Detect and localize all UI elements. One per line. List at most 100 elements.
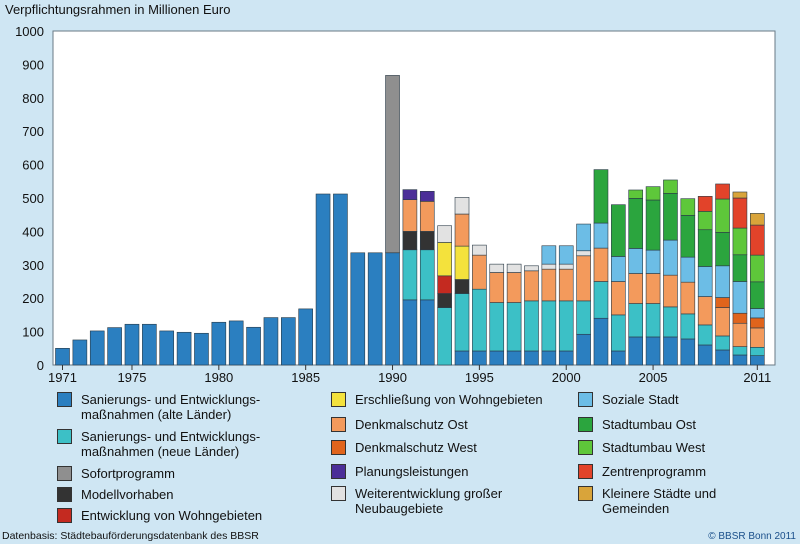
legend-swatch: [578, 417, 593, 432]
bar-segment: [437, 275, 452, 294]
bar-segment: [593, 281, 609, 319]
legend-label: Modellvorhaben: [81, 487, 174, 502]
bar-segment: [611, 204, 626, 257]
x-tick-label: 1975: [118, 370, 147, 385]
data-source-note: Datenbasis: Städtebauförderungsdatenbank…: [2, 530, 259, 542]
x-tick-label: 1985: [291, 370, 320, 385]
legend-swatch: [331, 464, 346, 479]
bar-segment: [55, 347, 70, 366]
legend-swatch: [57, 429, 72, 444]
bar-segment: [454, 350, 470, 366]
legend-swatch: [57, 487, 72, 502]
legend-label: Erschließung von Wohngebieten: [355, 392, 543, 407]
bar-segment: [749, 346, 765, 356]
bar-segment: [715, 335, 730, 351]
legend-item: Sanierungs- und Entwicklungs- maßnahmen …: [57, 392, 260, 422]
bar-segment: [749, 254, 765, 283]
bar-segment: [506, 350, 522, 366]
bar-segment: [506, 272, 522, 303]
bar-segment: [715, 183, 730, 200]
bar-segment: [663, 306, 678, 338]
bar-segment: [298, 308, 313, 366]
bar-segment: [489, 263, 505, 273]
legend-item: Modellvorhaben: [57, 487, 174, 502]
x-tick-label: 1971: [48, 370, 77, 385]
legend-swatch: [57, 466, 72, 481]
bar-segment: [541, 263, 557, 270]
bar-segment: [524, 300, 539, 352]
bar-segment: [611, 256, 626, 282]
bar-segment: [385, 75, 400, 254]
bar-segment: [315, 193, 331, 366]
bar-segment: [645, 249, 661, 274]
y-tick-label: 500: [22, 191, 44, 206]
legend-item: Sanierungs- und Entwicklungs- maßnahmen …: [57, 429, 260, 459]
bar-segment: [558, 300, 574, 352]
legend-label: Denkmalschutz Ost: [355, 417, 468, 432]
bar-segment: [402, 231, 418, 251]
bar-segment: [385, 252, 400, 366]
bar-segment: [628, 303, 644, 338]
bar-segment: [437, 307, 452, 366]
x-tick-label: 1990: [378, 370, 407, 385]
bar-segment: [228, 320, 244, 366]
legend-item: Stadtumbau West: [578, 440, 705, 455]
bar-segment: [489, 302, 505, 352]
y-tick-label: 700: [22, 124, 44, 139]
bar-segment: [715, 297, 730, 308]
bar-segment: [749, 224, 765, 256]
legend-label: Stadtumbau West: [602, 440, 706, 455]
bar-segment: [541, 300, 557, 352]
bar-segment: [107, 327, 122, 366]
bar-segment: [680, 256, 696, 283]
bar-segment: [645, 199, 661, 251]
legend-item: Entwicklung von Wohngebieten: [57, 508, 262, 523]
bar-segment: [558, 268, 574, 302]
legend-label: Kleinere Städte und Gemeinden: [602, 486, 717, 516]
bar-segment: [541, 245, 557, 265]
bar-segment: [697, 324, 713, 346]
bar-segment: [628, 198, 644, 249]
legend-label: Entwicklung von Wohngebieten: [81, 508, 263, 523]
bar-segment: [194, 332, 209, 366]
chart-legend: Sanierungs- und Entwicklungs- maßnahmen …: [0, 392, 800, 523]
bar-segment: [680, 198, 696, 216]
legend-item: Weiterentwicklung großer Neubaugebiete: [331, 486, 502, 516]
bar-segment: [593, 169, 609, 224]
legend-swatch: [331, 440, 346, 455]
bar-segment: [281, 317, 296, 366]
bar-segment: [680, 313, 696, 340]
bar-segment: [611, 281, 626, 316]
legend-item: Denkmalschutz West: [331, 440, 477, 455]
bar-segment: [697, 266, 713, 297]
bar-segment: [246, 326, 261, 366]
bar-segment: [663, 193, 678, 241]
bar-segment: [159, 330, 175, 366]
bar-segment: [576, 300, 591, 335]
bar-segment: [611, 350, 626, 366]
bar-segment: [506, 263, 522, 273]
y-axis-label: Verpflichtungsrahmen in Millionen Euro: [5, 2, 230, 17]
copyright-note: © BBSR Bonn 2011: [708, 531, 796, 542]
legend-item: Planungsleistungen: [331, 464, 468, 479]
bar-segment: [697, 196, 713, 212]
legend-label: Sofortprogramm: [81, 466, 175, 481]
bar-segment: [402, 189, 418, 200]
bar-segment: [402, 299, 418, 366]
bar-segment: [263, 317, 279, 366]
bar-segment: [749, 355, 765, 366]
bar-segment: [749, 308, 765, 319]
bar-segment: [419, 231, 435, 251]
bar-segment: [454, 293, 470, 352]
bar-segment: [142, 323, 157, 366]
bar-segment: [576, 255, 591, 302]
bar-segment: [732, 322, 748, 347]
legend-label: Planungsleistungen: [355, 464, 469, 479]
legend-swatch: [331, 486, 346, 501]
bar-segment: [437, 293, 452, 308]
legend-swatch: [578, 392, 593, 407]
legend-swatch: [331, 392, 346, 407]
legend-swatch: [57, 508, 72, 523]
bar-segment: [472, 350, 487, 366]
bar-segment: [89, 330, 105, 366]
